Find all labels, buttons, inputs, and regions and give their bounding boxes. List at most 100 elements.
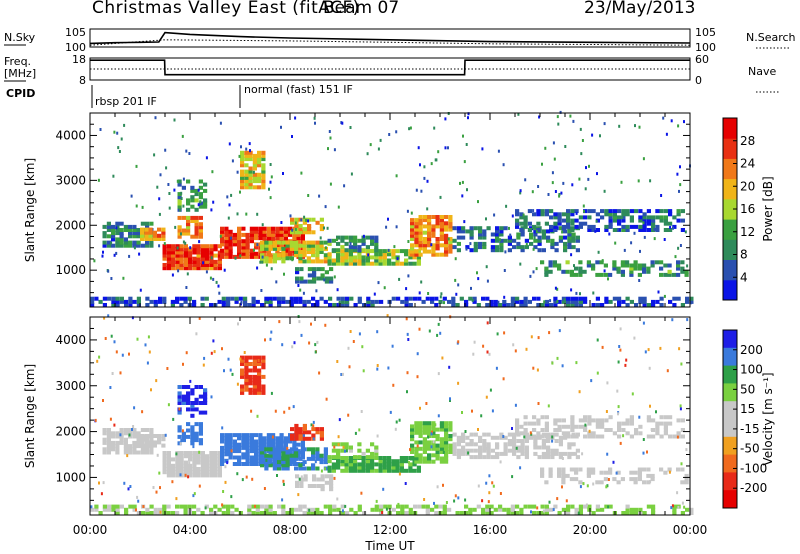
power-data-cell: [448, 224, 453, 229]
power-noise-cell: [209, 276, 212, 280]
velocity-data-cell: [247, 511, 252, 515]
power-noise-cell: [683, 120, 685, 124]
power-noise-cell: [543, 300, 546, 304]
velocity-data-cell: [241, 452, 246, 457]
velocity-data-cell: [431, 424, 436, 429]
velocity-data-cell: [311, 507, 316, 512]
power-data-cell: [418, 230, 423, 235]
power-data-cell: [357, 299, 362, 304]
freq-series: [90, 59, 690, 76]
velocity-data-cell: [438, 504, 443, 509]
velocity-noise-cell: [387, 366, 390, 370]
velocity-data-cell: [217, 507, 222, 512]
power-data-cell: [315, 250, 320, 254]
velocity-data-cell: [249, 436, 254, 441]
velocity-data-cell: [140, 447, 145, 452]
velocity-data-cell: [541, 455, 546, 460]
noise-ytick-left-0: 105: [65, 26, 86, 39]
power-noise-cell: [502, 163, 505, 167]
velocity-data-cell: [217, 473, 222, 478]
velocity-data-cell: [620, 477, 625, 482]
velocity-colorbar-tick-label-5: -50: [740, 442, 760, 456]
power-noise-cell: [437, 150, 440, 154]
power-data-cell: [320, 273, 325, 278]
power-noise-cell: [465, 143, 468, 146]
power-data-cell: [198, 195, 203, 200]
power-data-cell: [162, 247, 167, 252]
velocity-data-cell: [281, 511, 286, 515]
velocity-noise-cell: [552, 508, 555, 512]
power-data-cell: [94, 296, 99, 301]
velocity-noise-cell: [659, 346, 662, 350]
velocity-data-cell: [237, 436, 242, 441]
power-data-cell: [188, 250, 193, 255]
power-data-cell: [257, 150, 262, 155]
power-data-cell: [536, 212, 541, 217]
velocity-noise-cell: [175, 497, 178, 501]
velocity-data-cell: [240, 390, 245, 395]
velocity-noise-cell: [642, 451, 645, 455]
power-noise-cell: [638, 125, 641, 129]
power-data-cell: [659, 218, 664, 223]
power-data-cell: [289, 303, 294, 307]
power-data-cell: [340, 255, 345, 260]
velocity-data-cell: [179, 454, 184, 459]
power-data-cell: [192, 256, 197, 261]
velocity-noise-cell: [491, 481, 494, 485]
power-data-cell: [262, 232, 267, 237]
power-data-cell: [340, 252, 345, 257]
power-data-cell: [578, 303, 583, 307]
velocity-data-cell: [268, 460, 273, 465]
velocity-data-cell: [557, 511, 562, 515]
power-colorbar-segment: [723, 158, 737, 180]
velocity-data-cell: [311, 453, 316, 458]
velocity-data-cell: [448, 424, 453, 429]
velocity-data-cell: [520, 439, 525, 443]
power-data-cell: [248, 179, 253, 184]
power-data-cell: [128, 231, 133, 236]
velocity-data-cell: [439, 456, 444, 461]
power-data-cell: [237, 226, 242, 231]
velocity-data-cell: [612, 431, 617, 436]
power-data-cell: [515, 218, 520, 223]
power-data-cell: [188, 266, 193, 271]
velocity-data-cell: [258, 442, 263, 447]
velocity-data-cell: [331, 465, 336, 470]
power-data-cell: [257, 163, 262, 168]
power-noise-cell: [395, 174, 398, 178]
power-data-cell: [336, 261, 341, 266]
velocity-noise-cell: [386, 314, 389, 318]
power-data-cell: [190, 215, 195, 220]
velocity-data-cell: [557, 470, 562, 475]
power-data-cell: [175, 244, 180, 249]
power-data-cell: [252, 163, 257, 168]
velocity-data-cell: [102, 437, 107, 442]
velocity-data-cell: [452, 432, 457, 437]
velocity-data-cell: [421, 504, 426, 509]
velocity-data-cell: [315, 450, 320, 455]
power-data-cell: [418, 221, 423, 226]
velocity-noise-cell: [166, 367, 169, 370]
power-noise-cell: [113, 130, 116, 134]
velocity-noise-cell: [575, 452, 578, 456]
noise-ytick-left-1: 100: [65, 41, 86, 54]
power-data-cell: [306, 299, 311, 304]
power-data-cell: [302, 240, 307, 245]
power-data-cell: [311, 217, 316, 222]
velocity-noise-cell: [172, 417, 175, 421]
velocity-data-cell: [281, 456, 286, 461]
power-data-cell: [132, 299, 137, 304]
power-data-cell: [111, 303, 116, 307]
power-noise-cell: [660, 194, 663, 197]
power-noise-cell: [215, 280, 218, 284]
velocity-data-cell: [561, 418, 566, 423]
freq-unit-label: [MHz]: [4, 67, 37, 80]
power-data-cell: [515, 296, 520, 301]
power-data-cell: [213, 259, 218, 264]
power-noise-cell: [423, 176, 426, 180]
velocity-data-cell: [482, 439, 487, 443]
power-noise-cell: [158, 244, 161, 248]
power-data-cell: [646, 303, 651, 307]
velocity-data-cell: [408, 465, 413, 470]
